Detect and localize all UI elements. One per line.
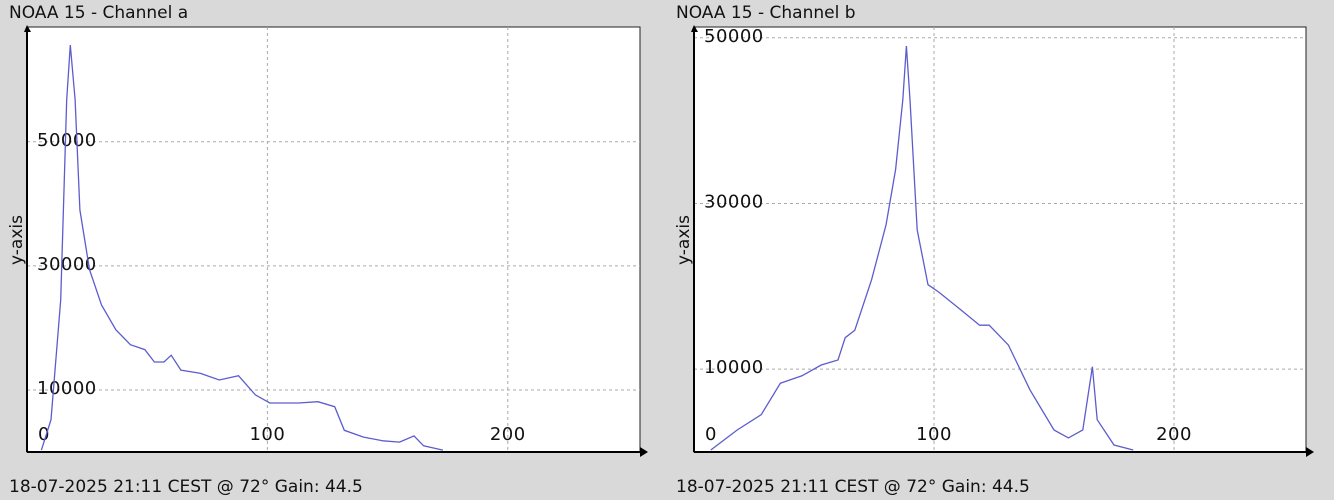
data-line [40,44,444,451]
x-tick-label: 0 [705,424,717,445]
y-axis-arrow [691,25,698,32]
x-tick-label: 200 [1156,424,1192,445]
x-tick-label: 100 [916,424,952,445]
y-axis-label: y-axis [674,215,694,265]
data-line [710,46,1134,451]
x-axis-arrow [1306,447,1314,457]
plot-area [26,26,641,453]
chart-title: NOAA 15 - Channel a [9,3,188,23]
y-axis-label: y-axis [7,215,27,265]
y-tick-label: 30000 [704,191,764,212]
caption: 18-07-2025 21:11 CEST @ 72° Gain: 44.5 [9,477,363,497]
x-tick-label: 200 [490,424,526,445]
caption: 18-07-2025 21:11 CEST @ 72° Gain: 44.5 [676,477,1030,497]
x-tick-label: 0 [38,424,50,445]
y-axis-arrow [24,25,31,32]
x-axis-arrow [640,447,648,457]
y-tick-label: 50000 [704,26,764,47]
y-tick-label: 10000 [704,357,764,378]
y-tick-label: 10000 [37,378,97,399]
y-tick-label: 30000 [37,254,97,275]
x-tick-label: 100 [249,424,285,445]
chart-title: NOAA 15 - Channel b [676,3,856,23]
y-tick-label: 50000 [37,130,97,151]
plot-area [693,26,1307,453]
